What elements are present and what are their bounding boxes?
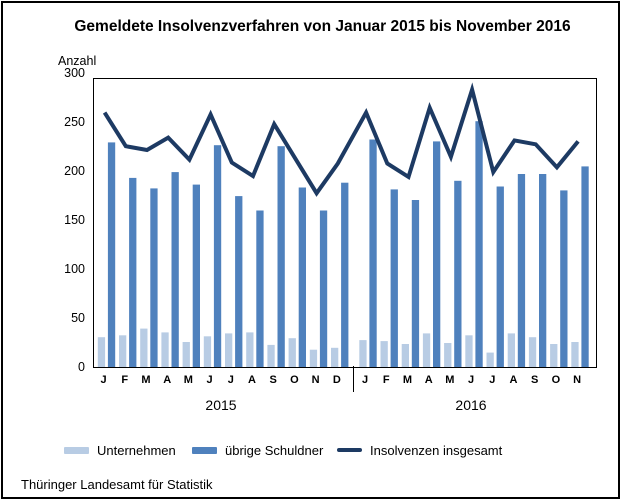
bar-uebrige-schuldner-m18 — [496, 186, 504, 367]
year-label-2016: 2016 — [455, 397, 487, 413]
plot-area — [93, 78, 597, 368]
bar-unternehmen-m4 — [182, 342, 190, 367]
bar-unternehmen-m2 — [140, 328, 148, 367]
month-label-2016-17: J — [468, 374, 475, 386]
footer-credit: Thüringer Landesamt für Statistik — [21, 477, 213, 492]
bar-uebrige-schuldner-m16 — [454, 180, 462, 367]
month-label-2015-2: M — [141, 374, 151, 386]
y-tick-label-250: 250 — [64, 114, 85, 129]
month-label-2016-16: M — [445, 374, 455, 386]
month-label-2016-12: J — [362, 374, 369, 386]
month-label-2016-22: N — [573, 374, 582, 386]
month-label-2016-14: M — [402, 374, 413, 386]
y-tick-label-200: 200 — [64, 163, 85, 178]
bar-unternehmen-m20 — [528, 337, 537, 367]
bar-uebrige-schuldner-m0 — [107, 142, 116, 367]
bar-unternehmen-m9 — [288, 338, 296, 367]
bar-uebrige-schuldner-m17 — [475, 121, 483, 367]
year-separator-line — [353, 366, 354, 392]
month-label-2015-1: F — [121, 374, 129, 386]
bar-unternehmen-m10 — [309, 349, 318, 367]
month-label-2016-18: J — [489, 374, 496, 386]
month-label-2015-8: S — [269, 374, 277, 386]
y-tick-label-300: 300 — [64, 65, 85, 80]
bar-unternehmen-m19 — [507, 333, 515, 367]
bar-unternehmen-m21 — [550, 344, 558, 367]
bar-unternehmen-m17 — [465, 335, 473, 367]
bar-uebrige-schuldner-m15 — [433, 141, 441, 367]
legend-label-insolvenzen-insgesamt: Insolvenzen insgesamt — [370, 442, 503, 458]
bar-unternehmen-m5 — [203, 336, 212, 367]
month-label-2015-6: J — [227, 374, 234, 386]
total-insolvencies-line — [102, 82, 580, 197]
legend-swatch-uebrige-schuldner — [192, 446, 217, 454]
bar-unternehmen-m7 — [246, 332, 254, 367]
bar-uebrige-schuldner-m2 — [150, 188, 158, 367]
bar-uebrige-schuldner-m9 — [298, 187, 306, 367]
legend-label-uebrige-schuldner: übrige Schuldner — [225, 442, 324, 458]
bar-unternehmen-m6 — [225, 333, 233, 367]
bar-uebrige-schuldner-m6 — [235, 196, 243, 367]
month-label-2015-11: D — [332, 374, 341, 386]
month-label-2016-20: S — [531, 374, 539, 386]
bar-unternehmen-m16 — [444, 343, 452, 367]
legend-swatch-unternehmen — [64, 446, 89, 454]
bar-unternehmen-m18 — [486, 352, 494, 367]
month-label-2015-4: M — [183, 374, 193, 386]
bar-uebrige-schuldner-m14 — [411, 200, 420, 367]
month-label-2015-9: O — [290, 374, 299, 386]
bar-uebrige-schuldner-m7 — [256, 210, 264, 367]
bar-uebrige-schuldner-m4 — [192, 184, 200, 367]
bar-unternehmen-m13 — [380, 341, 388, 367]
bar-unternehmen-m1 — [119, 335, 127, 367]
y-axis-title: Anzahl — [58, 54, 97, 68]
month-label-2016-19: A — [509, 374, 518, 386]
bar-uebrige-schuldner-m1 — [129, 177, 137, 367]
month-label-2016-13: F — [382, 374, 390, 386]
bar-uebrige-schuldner-m5 — [213, 145, 222, 367]
legend-item-uebrige-schuldner: übrige Schuldner — [192, 442, 324, 458]
month-label-2015-5: J — [206, 374, 213, 386]
month-label-2015-0: J — [100, 374, 107, 386]
bar-uebrige-schuldner-m8 — [277, 146, 285, 367]
y-tick-label-0: 0 — [78, 359, 85, 374]
y-tick-label-100: 100 — [64, 261, 85, 276]
page-title: Gemeldete Insolvenzverfahren von Januar … — [74, 18, 571, 35]
bar-uebrige-schuldner-m19 — [517, 174, 526, 367]
bar-unternehmen-m15 — [422, 333, 431, 367]
bar-uebrige-schuldner-m3 — [171, 172, 179, 367]
bar-uebrige-schuldner-m13 — [390, 189, 398, 367]
bar-uebrige-schuldner-m20 — [539, 174, 547, 367]
legend-label-unternehmen: Unternehmen — [97, 442, 176, 458]
y-tick-label-150: 150 — [64, 212, 85, 227]
bar-uebrige-schuldner-m12 — [369, 139, 377, 367]
bar-uebrige-schuldner-m11 — [341, 182, 349, 367]
legend-swatch-insolvenzen-insgesamt — [337, 447, 362, 453]
bar-unternehmen-m3 — [161, 332, 169, 367]
bar-unternehmen-m8 — [267, 344, 275, 367]
legend-item-unternehmen: Unternehmen — [64, 442, 176, 458]
month-label-2015-10: N — [311, 374, 320, 386]
month-label-2015-7: A — [248, 374, 256, 386]
bar-unternehmen-m14 — [401, 344, 409, 367]
bar-uebrige-schuldner-m10 — [319, 210, 328, 367]
bar-unternehmen-m11 — [331, 347, 339, 367]
month-label-2016-21: O — [551, 374, 561, 386]
month-label-2016-15: A — [424, 374, 433, 386]
bar-uebrige-schuldner-m22 — [581, 166, 589, 367]
bar-unternehmen-m22 — [571, 342, 579, 367]
bar-uebrige-schuldner-m21 — [560, 190, 568, 367]
y-tick-label-50: 50 — [71, 310, 85, 325]
bar-unternehmen-m12 — [359, 340, 367, 367]
legend-item-insolvenzen-insgesamt: Insolvenzen insgesamt — [337, 442, 503, 458]
month-label-2015-3: A — [163, 374, 172, 386]
chart-canvas — [97, 82, 589, 367]
bar-unternehmen-m0 — [97, 337, 106, 367]
year-label-2015: 2015 — [205, 397, 237, 413]
